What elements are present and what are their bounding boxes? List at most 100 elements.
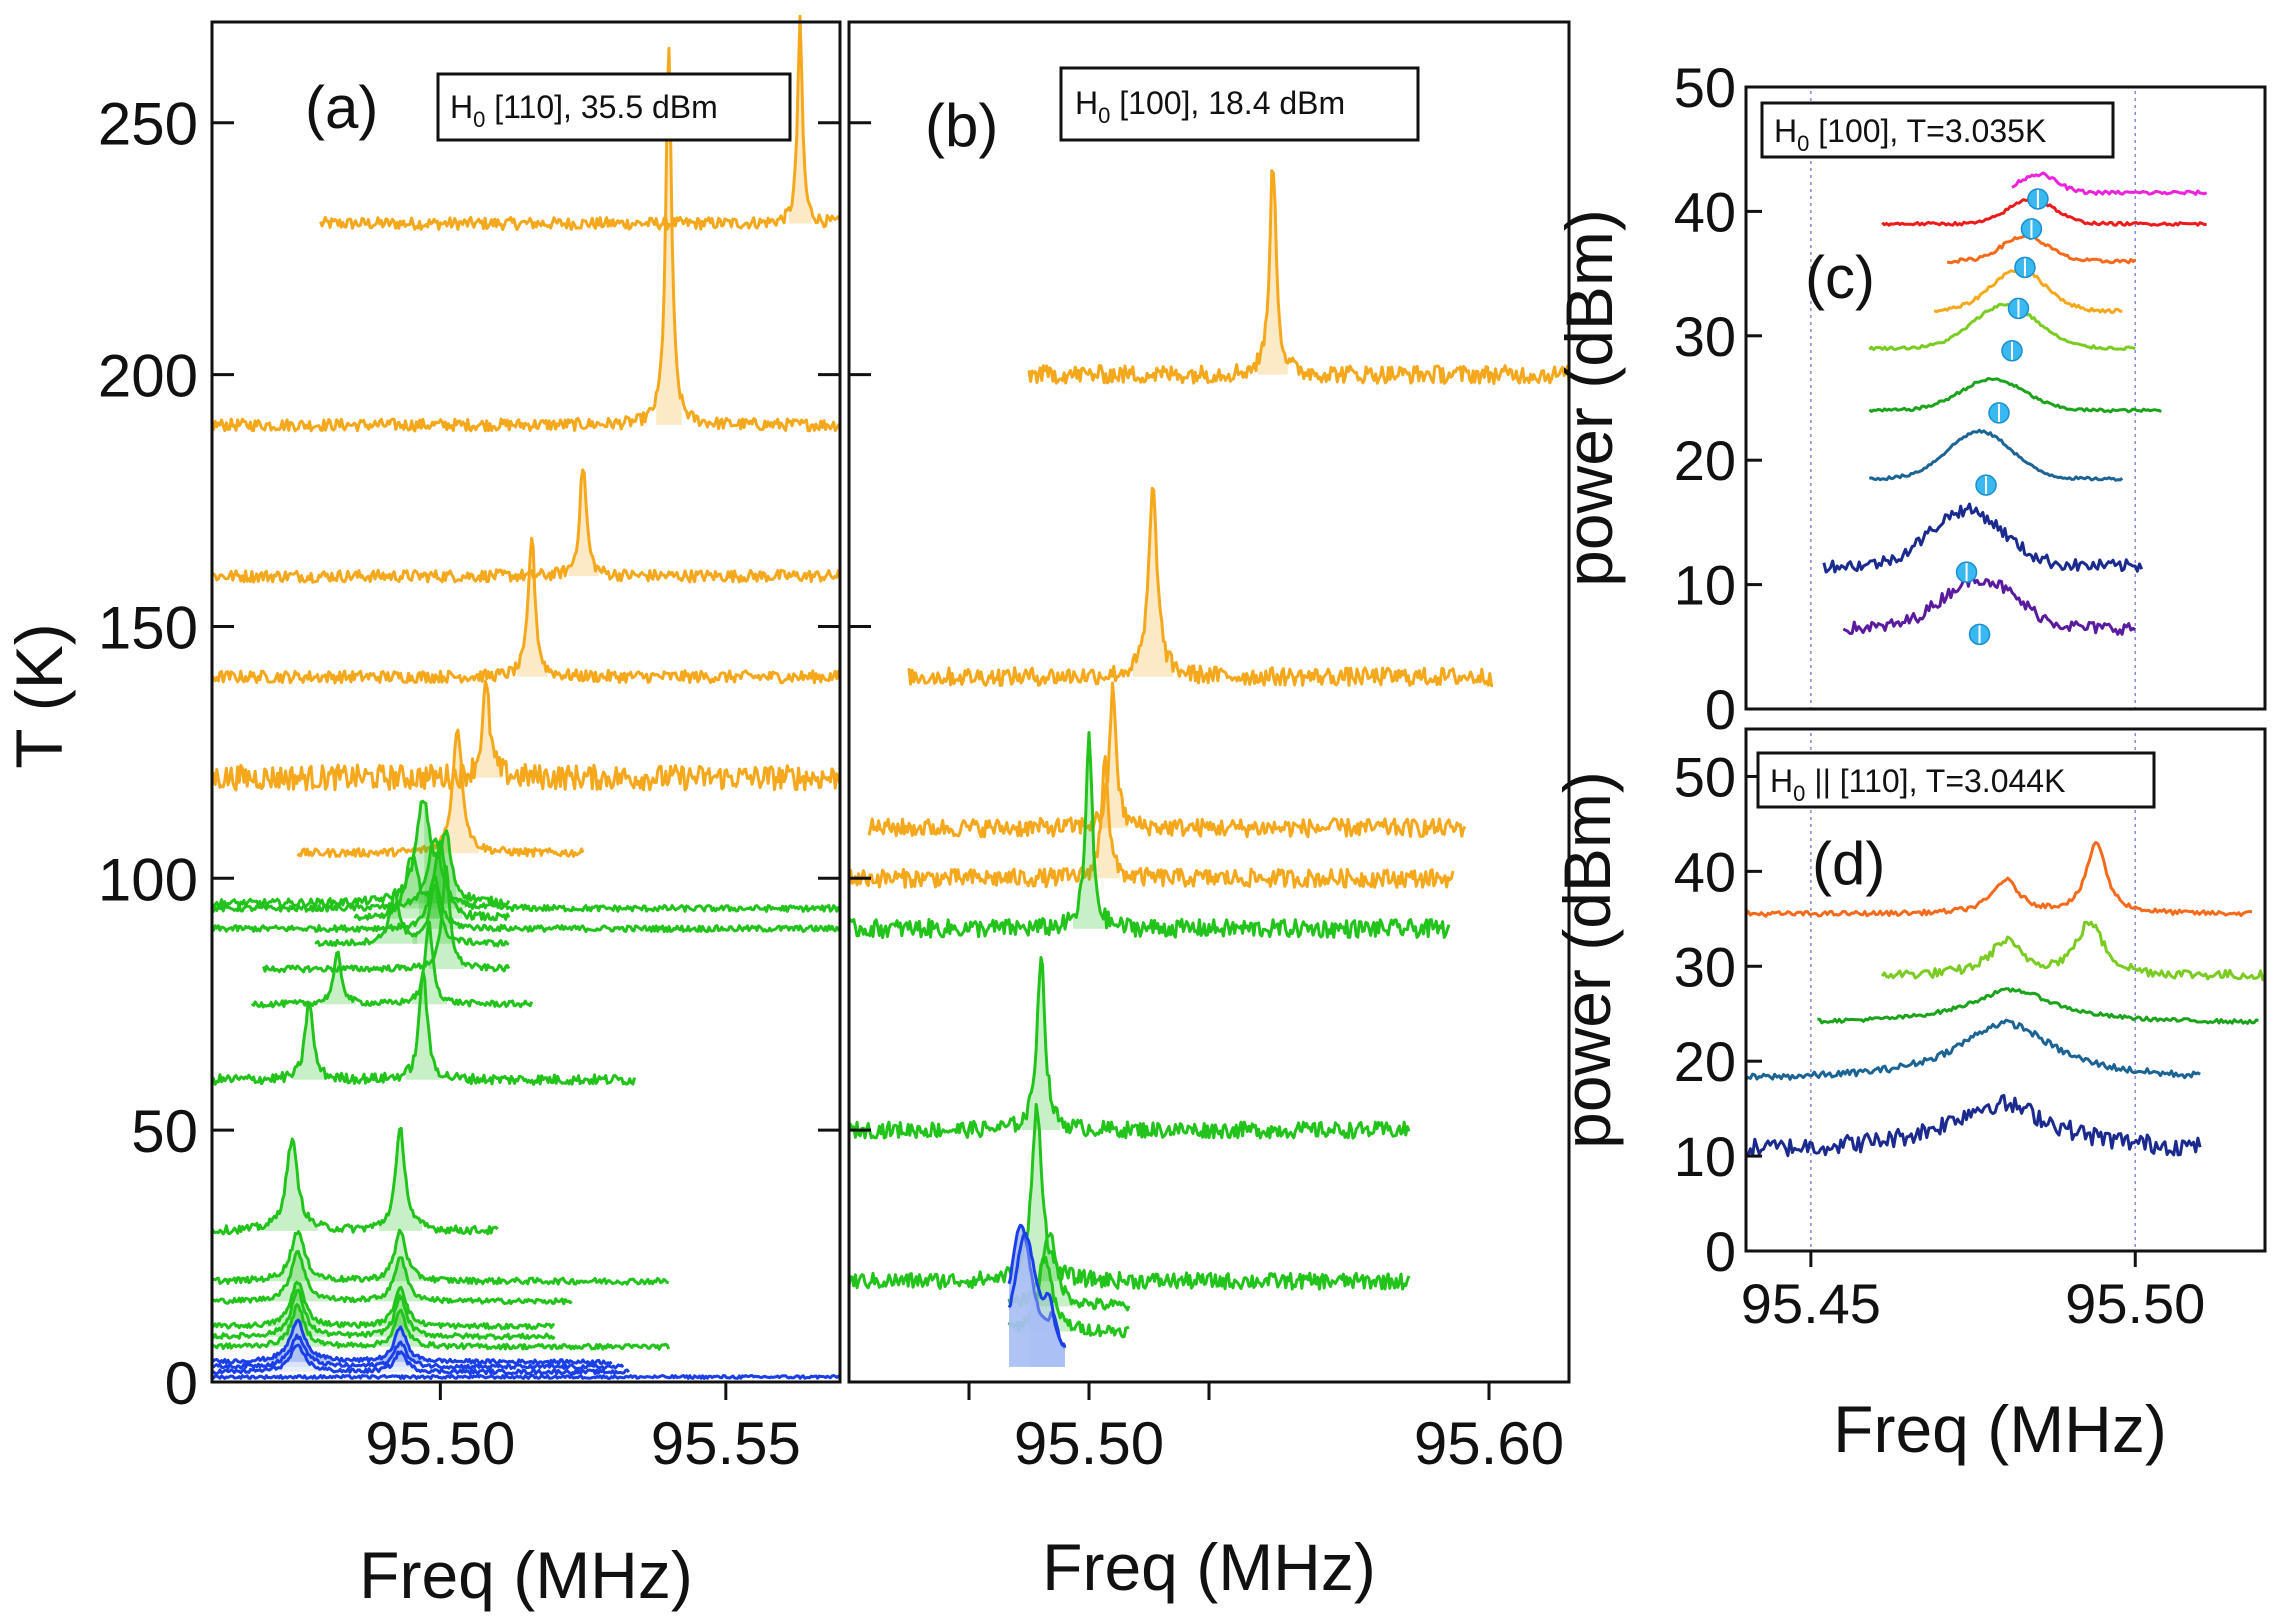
panel-a-peak-fill-11-0 [428, 866, 464, 969]
panel-a-trace-13 [210, 970, 636, 1086]
panel-c-legend-rest: [100], T=3.035K [1809, 113, 2046, 149]
panel-a-ticks: 0 50 100 150 200 250 95.50 95.55 [98, 91, 840, 1477]
panel-d-ytick-label-4: 40 [1674, 840, 1736, 903]
panel-b-ticks: 95.50 95.60 [849, 121, 1564, 1477]
panel-b-peak-fill-4-0 [1073, 732, 1105, 929]
panel-b-peak-fill-5-0 [1021, 957, 1061, 1131]
panel-a-peak-fill-6-0 [389, 801, 457, 904]
panel-a-trace-11 [261, 865, 511, 974]
panel-a-peak-fill-14-0 [264, 1139, 318, 1231]
svg-text:H0 [110], 35.5 dBm: H0 [110], 35.5 dBm [450, 89, 718, 132]
panel-a-xtick-label-0: 95.50 [365, 1410, 515, 1477]
panel-a-trace-15 [211, 1228, 669, 1286]
panel-a-peak-fill-1-0 [656, 48, 682, 426]
panel-d-curves [1744, 733, 2267, 1251]
panel-a-peak-fill-12-0 [320, 952, 356, 1005]
panel-d-frame [1744, 727, 2267, 1253]
panel-a-ytick-label-2: 100 [98, 846, 198, 913]
panel-a-xtick-label-1: 95.55 [651, 1410, 801, 1477]
panel-d-legend-rest: || [110], T=3.044K [1805, 763, 2065, 799]
panel-a-trace-5 [296, 728, 585, 859]
panel-a-trace-14 [210, 1126, 499, 1236]
panel-a-trace-22 [211, 1343, 630, 1376]
panel-d-legend-sub: 0 [1793, 781, 1805, 806]
panel-a-trace-7 [210, 837, 842, 913]
panel-b-peak-fill-6-0 [1013, 1104, 1061, 1282]
panel-d-ytick-label-1: 10 [1674, 1125, 1736, 1188]
panel-a-peak-fill-18-1 [373, 1295, 427, 1337]
panel-d-ytick-label-2: 20 [1674, 1030, 1736, 1093]
panel-d-xtick-label-0: 95.45 [1741, 1272, 1881, 1335]
panel-d-legend: H0 || [110], T=3.044K [1756, 751, 2156, 809]
panel-a-peak-fill-16-0 [266, 1251, 329, 1302]
panel-b-xtick-label-3: 95.60 [1414, 1410, 1564, 1477]
panel-d-ylabel: power (dBm) [1550, 771, 1624, 1149]
panel-d-trace-4 [1744, 1093, 2202, 1159]
panel-b-trace-1 [907, 486, 1493, 687]
panel-b-peak-fill-9-1 [1030, 1266, 1065, 1367]
panel-d-legend-h: H [1770, 763, 1793, 799]
panel-d-trace-2 [1817, 987, 2259, 1025]
panel-c-legend-sub: 0 [1797, 131, 1809, 156]
panel-a-trace-20 [210, 1318, 613, 1366]
panel-a-trace-23 [211, 1374, 842, 1380]
panel-b-xlabel: Freq (MHz) [1042, 1530, 1376, 1604]
panel-a-ytick-label-0: 0 [165, 1350, 198, 1417]
panel-c-ylabel: power (dBm) [1552, 209, 1626, 587]
panel-a-trace-9 [210, 874, 842, 934]
panel-b-trace-0 [1027, 169, 1571, 385]
panel-d-trace-1 [1880, 920, 2267, 982]
panel-c-trace-5 [1868, 377, 2163, 414]
panel-d-xlabel: Freq (MHz) [1833, 1392, 2167, 1466]
panel-b-curves [847, 169, 1571, 1367]
panel-a-peak-fill-15-0 [266, 1231, 329, 1282]
panel-c-ytick-label-2: 20 [1674, 429, 1736, 492]
panel-d-ytick-label-5: 50 [1674, 745, 1736, 808]
panel-a-trace-18 [211, 1288, 556, 1341]
panel-a-trace-2 [210, 468, 842, 584]
panel-c-curves [1810, 91, 2208, 709]
panel-c-ytick-label-3: 30 [1674, 305, 1736, 368]
panel-b-peak-fill-1-0 [1133, 488, 1173, 677]
panel-c-trace-0 [2011, 171, 2208, 196]
panel-a-trace-10 [314, 884, 510, 948]
panel-a-peak-fill-21-0 [261, 1335, 334, 1367]
panel-c-marker-4 [2001, 339, 2023, 362]
panel-a-legend-box [436, 72, 792, 142]
panel-a-curves [210, 14, 842, 1380]
panel-b-legend-sub: 0 [1098, 103, 1110, 128]
panel-c-ticks: 0 10 20 30 40 50 [1674, 56, 1762, 741]
panel-a-legend-h: H [450, 89, 473, 125]
panel-a-peak-fill-14-1 [378, 1128, 423, 1231]
panel-a-ylabel: T (K) [2, 623, 76, 768]
panel-c-trace-2 [1946, 233, 2137, 265]
panel-b-legend-rest: [100], 18.4 dBm [1110, 85, 1345, 121]
panel-c-marker-1 [2020, 218, 2043, 240]
panel-b-peak-fill-0-0 [1257, 170, 1288, 375]
panel-c-legend-h: H [1774, 113, 1797, 149]
panel-c-frame [1744, 85, 2267, 711]
panel-a-trace-0 [319, 14, 842, 231]
panel-d-ytick-label-0: 0 [1705, 1220, 1736, 1283]
panel-b-legend: H0 [100], 18.4 dBm [1059, 66, 1420, 142]
panel-a-peak-fill-18-0 [266, 1290, 329, 1337]
panel-a-frame [210, 20, 842, 1384]
panel-b-trace-6 [847, 1102, 1411, 1291]
panel-c-ytick-label-5: 50 [1674, 56, 1736, 119]
panel-b-legend-box [1059, 66, 1420, 142]
panel-c-label: (c) [1805, 244, 1875, 311]
panel-d-trace-0 [1744, 841, 2253, 918]
panel-d-legend-box [1756, 751, 2156, 809]
panel-b-trace-3 [847, 755, 1455, 889]
panel-a-trace-12 [250, 920, 534, 1009]
panel-a-peak-fill-9-0 [408, 876, 462, 929]
panel-a-peak-fill-20-0 [261, 1320, 334, 1362]
panel-b-peak-fill-10-0 [1009, 1233, 1065, 1367]
panel-a-trace-19 [211, 1303, 671, 1351]
panel-c-marker-2 [2014, 256, 2036, 279]
panel-b-frame [847, 20, 1571, 1384]
panel-c-legend: H0 [100], T=3.035K [1760, 101, 2115, 159]
panel-a-trace-1 [210, 46, 842, 433]
